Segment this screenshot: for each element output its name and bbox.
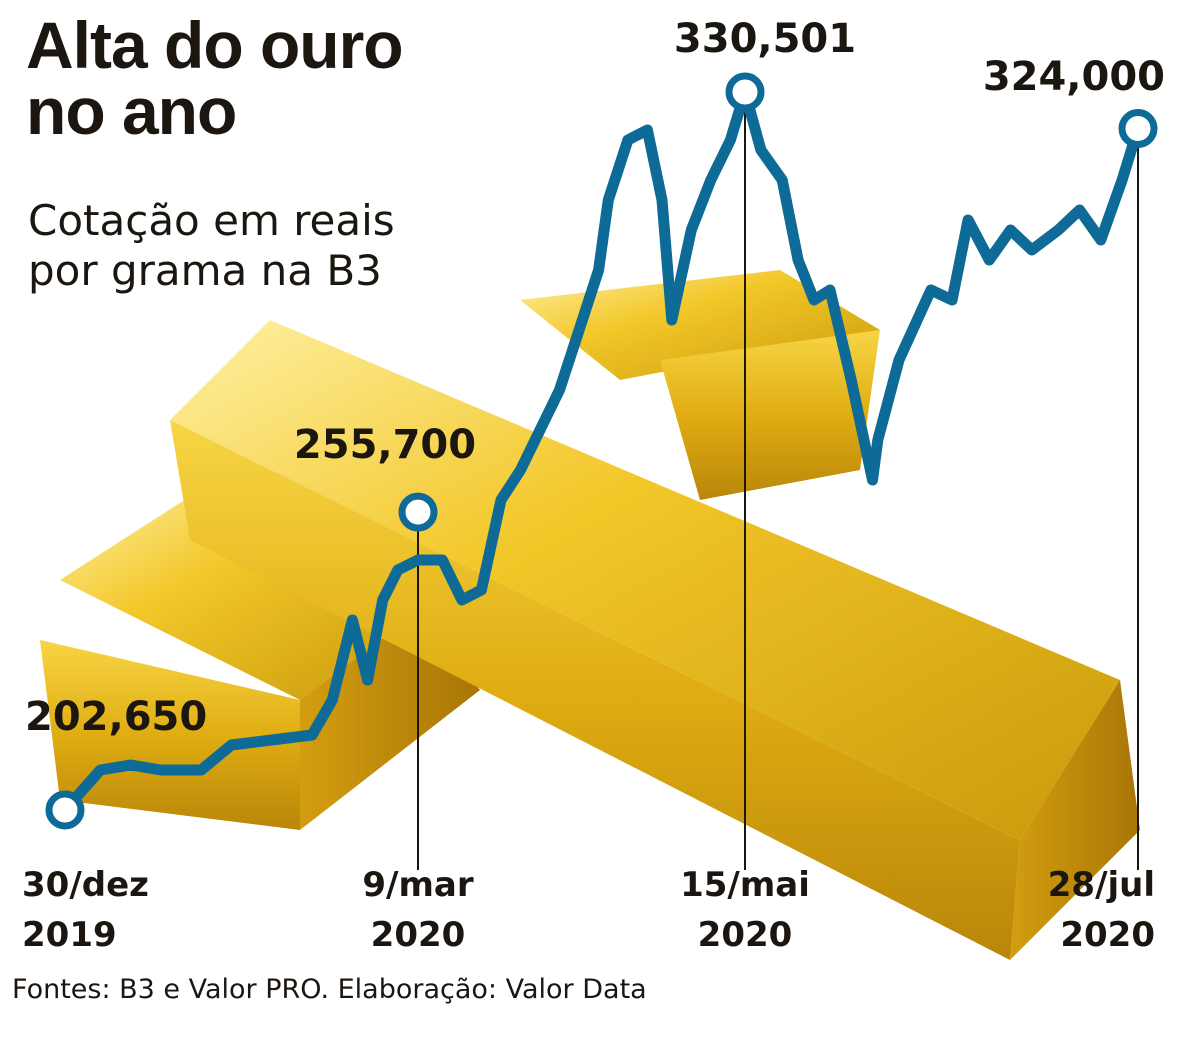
- title-line-1: Alta do ouro: [26, 8, 404, 82]
- value-label: 255,700: [294, 422, 476, 468]
- data-point-marker: [398, 492, 438, 532]
- date-label-day: 28/jul: [1048, 865, 1155, 905]
- value-label: 324,000: [983, 54, 1165, 100]
- gold-bar-main-front: [170, 420, 1020, 960]
- source-note: Fontes: B3 e Valor PRO. Elaboração: Valo…: [12, 974, 647, 1005]
- gold-bar-main-top: [170, 320, 1120, 840]
- date-label-year: 2019: [22, 915, 117, 955]
- data-point-marker: [45, 790, 85, 830]
- gold-bar-back-top: [520, 270, 880, 380]
- title-line-2: no ano: [26, 74, 237, 148]
- gold-bar-back-front: [660, 330, 880, 500]
- data-point-marker: [1118, 108, 1158, 148]
- data-point-marker: [725, 72, 765, 112]
- subtitle-line-1: Cotação em reais: [28, 196, 395, 245]
- gold-bars-illustration: [40, 270, 1140, 960]
- value-label: 202,650: [25, 694, 207, 740]
- series-line-gold-price: [59, 86, 1144, 816]
- date-label-year: 2020: [371, 915, 466, 955]
- date-guide-lines: [417, 91, 1139, 870]
- chart-subtitle: Cotação em reais por grama na B3: [28, 196, 395, 296]
- date-label-year: 2020: [1060, 915, 1155, 955]
- annotation-markers: 202,650 30/dez 2019 255,700 9/mar 2020 330,501…: [22, 16, 1165, 955]
- subtitle-line-2: por grama na B3: [28, 246, 382, 295]
- date-label-day: 15/mai: [680, 865, 810, 905]
- value-label: 330,501: [674, 16, 856, 62]
- date-label-day: 9/mar: [362, 865, 473, 905]
- gold-bar-left-top: [60, 490, 420, 700]
- date-label-year: 2020: [698, 915, 793, 955]
- date-label-day: 30/dez: [22, 865, 149, 905]
- chart-title: Alta do ouro no ano: [26, 8, 404, 148]
- gold-bar-left-front: [40, 640, 300, 830]
- gold-bar-main-end: [1010, 680, 1140, 960]
